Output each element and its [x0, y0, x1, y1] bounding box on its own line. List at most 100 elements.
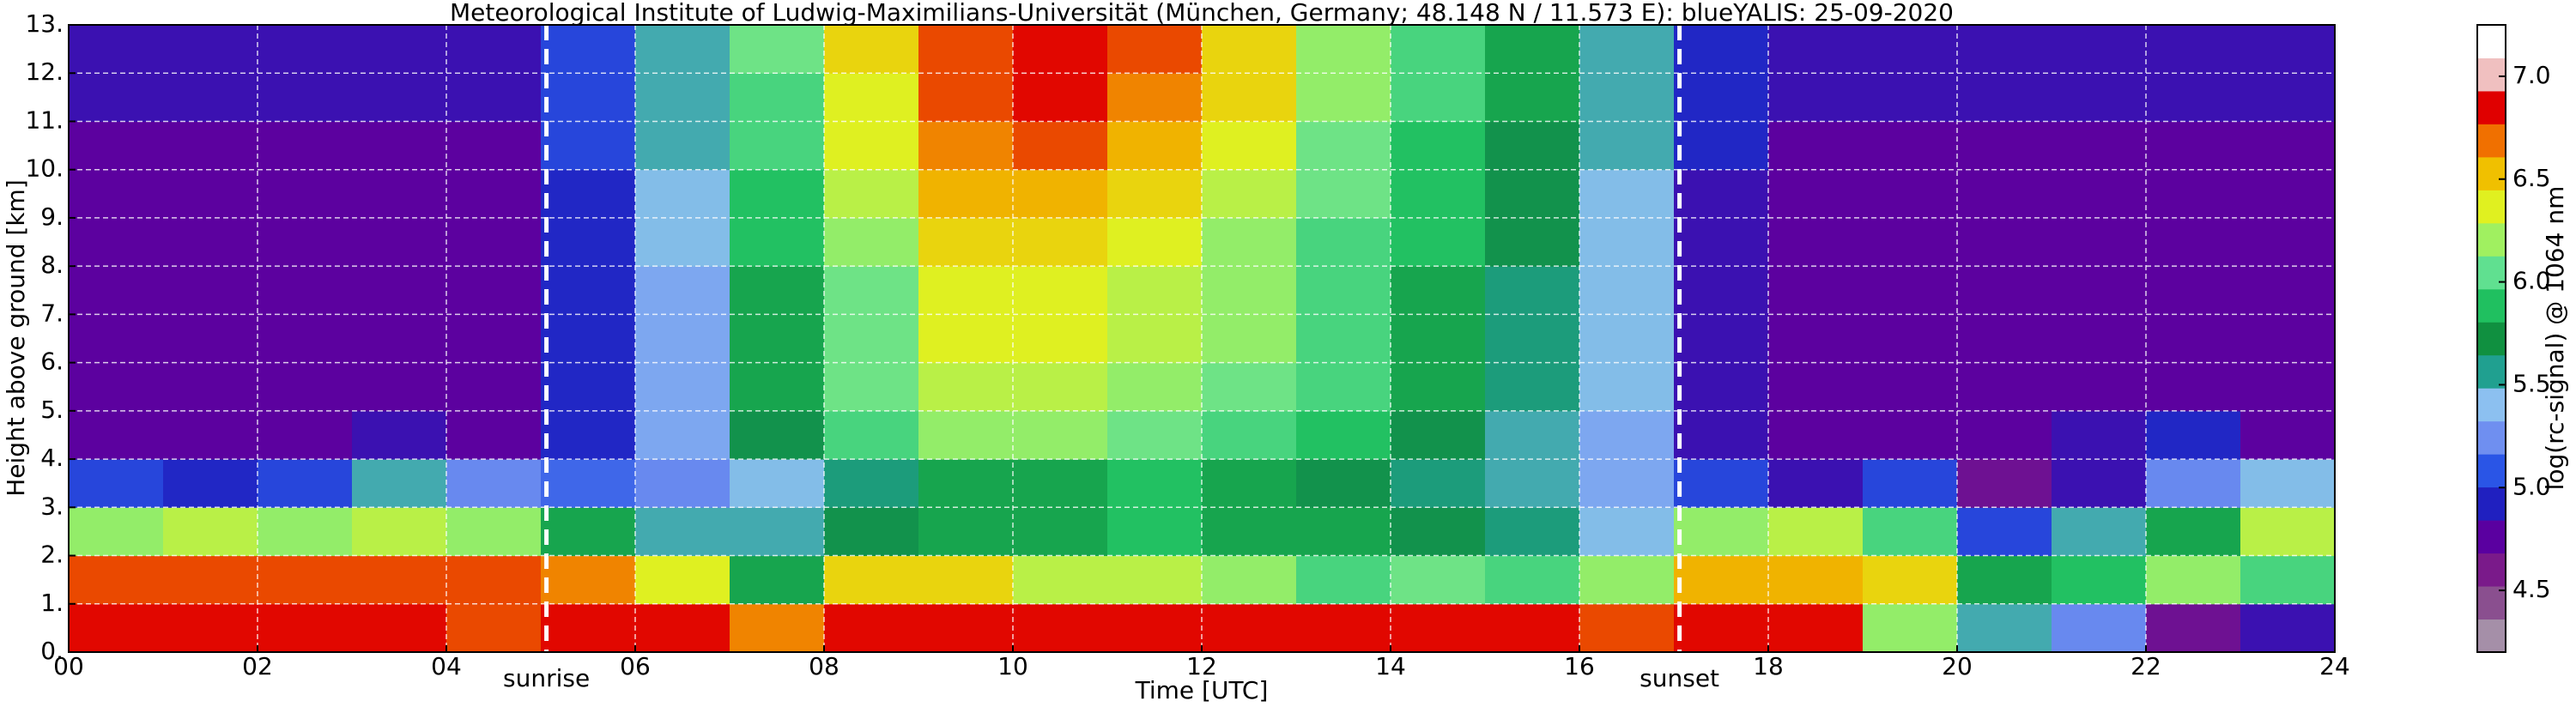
- heatmap-cell: [824, 410, 919, 460]
- heatmap-cell: [258, 25, 353, 74]
- heatmap-cell: [541, 266, 636, 315]
- x-tick-label: 22: [2131, 652, 2161, 680]
- heatmap-cell: [2240, 410, 2336, 460]
- colorbar-swatch: [2477, 124, 2506, 158]
- y-tick-label: 8.: [40, 251, 64, 279]
- heatmap-cell: [69, 121, 164, 171]
- heatmap-cell: [1957, 25, 2052, 74]
- heatmap-cell: [2240, 314, 2336, 364]
- heatmap-cell: [163, 121, 258, 171]
- heatmap-cell: [1013, 555, 1108, 605]
- heatmap-cell: [1579, 121, 1675, 171]
- heatmap-cell: [824, 507, 919, 557]
- heatmap-cell: [1296, 555, 1391, 605]
- heatmap-cell: [1107, 314, 1203, 364]
- heatmap-cell: [1768, 217, 1864, 267]
- heatmap-cell: [1391, 266, 1486, 315]
- heatmap-cell: [1013, 121, 1108, 171]
- heatmap-cell: [2240, 121, 2336, 171]
- heatmap-cell: [2146, 555, 2241, 605]
- heatmap-cell: [258, 603, 353, 653]
- heatmap-cell: [1863, 266, 1958, 315]
- heatmap-cell: [1391, 410, 1486, 460]
- heatmap-cell: [1579, 362, 1675, 412]
- heatmap-cell: [2146, 459, 2241, 508]
- heatmap-cell: [541, 314, 636, 364]
- heatmap-cell: [541, 555, 636, 605]
- heatmap-cell: [446, 603, 542, 653]
- y-tick-label: 4.: [40, 444, 64, 472]
- heatmap-cell: [2240, 459, 2336, 508]
- heatmap-cell: [163, 362, 258, 412]
- heatmap-cell: [1391, 73, 1486, 122]
- heatmap-cell: [824, 73, 919, 122]
- heatmap-cell: [1202, 73, 1297, 122]
- heatmap-cell: [541, 169, 636, 219]
- heatmap-cell: [2052, 169, 2147, 219]
- heatmap-cell: [1863, 362, 1958, 412]
- colorbar-swatch: [2477, 454, 2506, 488]
- heatmap-cell: [635, 314, 730, 364]
- colorbar-swatch: [2477, 25, 2506, 58]
- heatmap-cell: [1579, 25, 1675, 74]
- heatmap-cell: [69, 410, 164, 460]
- x-tick-label: 08: [809, 652, 839, 680]
- heatmap-cell: [1768, 362, 1864, 412]
- heatmap-cell: [730, 459, 825, 508]
- heatmap-cell: [1863, 410, 1958, 460]
- heatmap-cell: [1674, 169, 1769, 219]
- heatmap-cell: [918, 169, 1014, 219]
- heatmap-cell: [1107, 169, 1203, 219]
- heatmap-cell: [352, 314, 447, 364]
- heatmap-cell: [1768, 25, 1864, 74]
- heatmap-cell: [352, 410, 447, 460]
- y-tick-label: 10.: [25, 154, 64, 183]
- heatmap-cell: [635, 73, 730, 122]
- heatmap-cell: [1485, 25, 1580, 74]
- heatmap-cell: [163, 410, 258, 460]
- heatmap-cell: [1202, 362, 1297, 412]
- heatmap-cell: [1674, 459, 1769, 508]
- heatmap-cell: [824, 217, 919, 267]
- heatmap-cell: [1202, 459, 1297, 508]
- heatmap-cell: [1579, 459, 1675, 508]
- heatmap-cell: [918, 362, 1014, 412]
- heatmap-cell: [1013, 217, 1108, 267]
- heatmap-cell: [824, 555, 919, 605]
- heatmap-cell: [541, 25, 636, 74]
- heatmap-cell: [918, 266, 1014, 315]
- heatmap-cell: [824, 169, 919, 219]
- heatmap-cell: [2240, 169, 2336, 219]
- heatmap-cell: [1296, 603, 1391, 653]
- y-tick-label: 5.: [40, 396, 64, 424]
- heatmap-cell: [1107, 121, 1203, 171]
- heatmap-cell: [1202, 603, 1297, 653]
- heatmap-cell: [730, 555, 825, 605]
- heatmap-cell: [1296, 507, 1391, 557]
- heatmap-cell: [635, 25, 730, 74]
- heatmap-cell: [2146, 410, 2241, 460]
- heatmap-cell: [163, 555, 258, 605]
- heatmap-cell: [1863, 603, 1958, 653]
- heatmap-cell: [1768, 507, 1864, 557]
- heatmap-cell: [1674, 217, 1769, 267]
- heatmap-cell: [2052, 121, 2147, 171]
- heatmap-cell: [918, 555, 1014, 605]
- heatmap-cell: [1296, 314, 1391, 364]
- heatmap-cell: [163, 314, 258, 364]
- heatmap-cell: [446, 459, 542, 508]
- heatmap-cell: [258, 217, 353, 267]
- heatmap-cell: [1202, 507, 1297, 557]
- heatmap-cell: [1107, 25, 1203, 74]
- heatmap-cell: [1768, 603, 1864, 653]
- heatmap-cell: [352, 121, 447, 171]
- x-tick-label: 18: [1753, 652, 1784, 680]
- heatmap-cell: [1013, 362, 1108, 412]
- heatmap-cell: [1579, 410, 1675, 460]
- heatmap-cell: [1863, 459, 1958, 508]
- heatmap-cell: [69, 73, 164, 122]
- heatmap-cell: [730, 73, 825, 122]
- heatmap-cell: [446, 555, 542, 605]
- heatmap-cell: [1013, 459, 1108, 508]
- heatmap-cell: [352, 362, 447, 412]
